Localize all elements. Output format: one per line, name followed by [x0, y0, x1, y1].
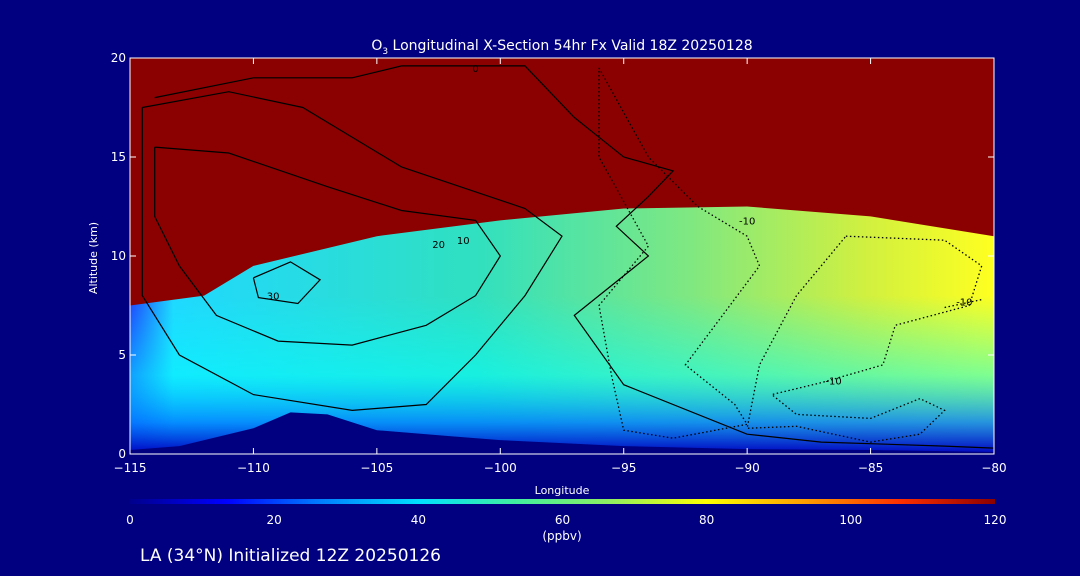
- x-tick-label: −90: [734, 461, 759, 475]
- contour-label-0: 30: [267, 292, 280, 303]
- contour-label-5: -10: [825, 377, 841, 388]
- contour-line-1: [154, 146, 502, 346]
- contour-line-2: [141, 91, 563, 412]
- contour-label-3: 0: [472, 64, 478, 75]
- colorbar-tick-label: 80: [699, 513, 714, 527]
- colorbar-unit-label: (ppbv): [542, 529, 581, 543]
- terrain-mask: [130, 412, 994, 454]
- contour-line-4: [598, 67, 761, 439]
- colorbar-tick-label: 0: [126, 513, 134, 527]
- contour-line-0: [252, 261, 322, 305]
- x-tick-label: −95: [611, 461, 636, 475]
- chart-title: O3 Longitudinal X-Section 54hr Fx Valid …: [371, 38, 752, 57]
- x-tick-label: −85: [858, 461, 883, 475]
- y-tick-label: 0: [118, 447, 126, 461]
- plot-area: 30 20 10 0 -10 -10 -10: [130, 58, 994, 454]
- x-tick-label: −115: [114, 461, 147, 475]
- colorbar-tick-label: 60: [555, 513, 570, 527]
- colorbar-tick-label: 100: [839, 513, 862, 527]
- x-axis: −115 −110 −105 −100 −95 −90 −85 −80: [114, 58, 1007, 475]
- initialization-label: LA (34°N) Initialized 12Z 20250126: [140, 546, 441, 566]
- y-tick-label: 10: [111, 249, 126, 263]
- x-axis-title: Longitude: [535, 484, 590, 497]
- contour-label-6: -10: [956, 298, 972, 309]
- colorbar: [130, 499, 995, 504]
- contour-line-5: [746, 235, 983, 443]
- x-tick-label: −105: [360, 461, 393, 475]
- x-tick-label: −80: [981, 461, 1006, 475]
- colorbar-tick-label: 20: [267, 513, 282, 527]
- contour-label-4: -10: [739, 216, 755, 227]
- y-tick-label: 20: [111, 51, 126, 65]
- x-tick-label: −110: [237, 461, 270, 475]
- x-tick-label: −100: [484, 461, 517, 475]
- colorbar-ticks: 0 20 40 60 80 100 120: [126, 513, 1006, 527]
- colorbar-tick-label: 120: [984, 513, 1007, 527]
- y-tick-label: 5: [118, 348, 126, 362]
- y-axis-title: Altitude (km): [87, 222, 100, 294]
- stratosphere-region: [130, 58, 994, 306]
- y-tick-label: 15: [111, 150, 126, 164]
- contour-label-2: 10: [457, 236, 470, 247]
- contour-layer: 30 20 10 0 -10 -10 -10: [141, 64, 994, 449]
- y-axis: 0 5 10 15 20: [111, 51, 994, 461]
- contour-label-1: 20: [432, 240, 445, 251]
- colorbar-tick-label: 40: [411, 513, 426, 527]
- contour-line-3: [154, 65, 994, 449]
